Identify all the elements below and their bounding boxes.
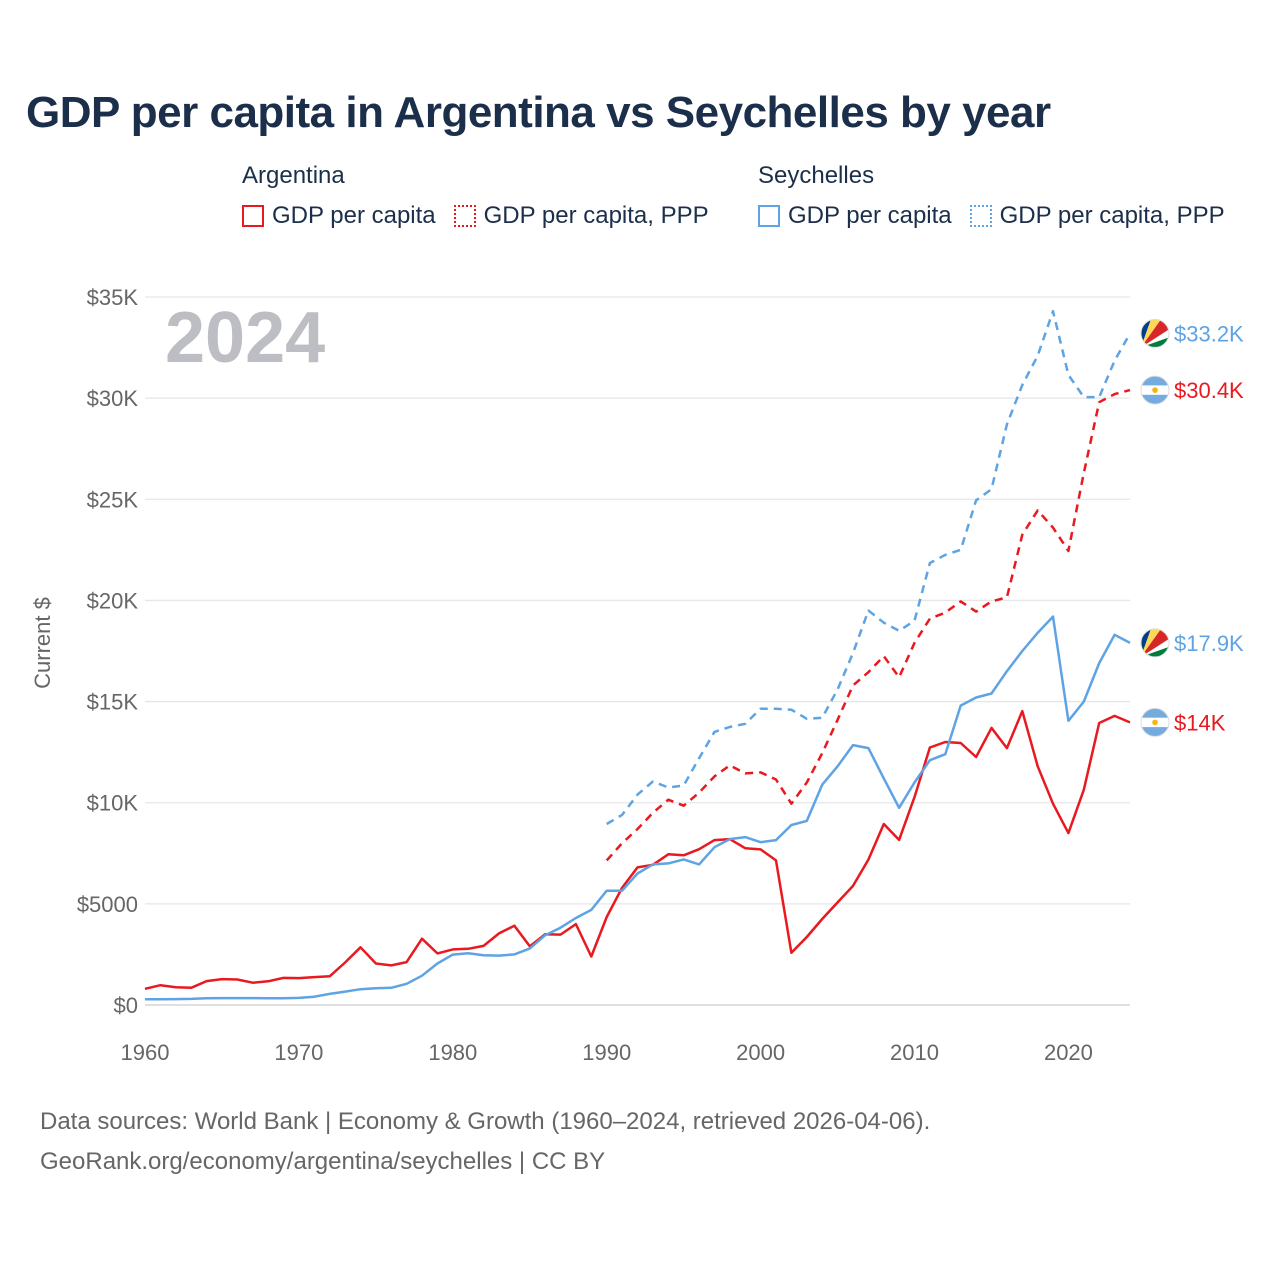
x-tick-label: 1980: [428, 1040, 477, 1065]
legend-swatch-solid-icon: [758, 205, 780, 227]
series-line-seychelles-gdp-per-capita[interactable]: [145, 615, 1131, 1001]
y-tick-label: $15K: [87, 690, 139, 715]
series-line-argentina-gdp-per-capita[interactable]: [144, 709, 1131, 991]
legend-item-label: GDP per capita: [788, 202, 952, 229]
end-value-label: $17.9K: [1174, 631, 1244, 656]
source-line: Data sources: World Bank | Economy & Gro…: [40, 1108, 931, 1135]
legend-group-label: Seychelles: [758, 162, 875, 189]
end-value-label: $14K: [1174, 710, 1226, 735]
legend-item-label: GDP per capita, PPP: [483, 202, 709, 229]
x-tick-label: 2000: [736, 1040, 785, 1065]
x-tick-label: 2010: [890, 1040, 939, 1065]
legend-item-argentina-gdp-ppp[interactable]: GDP per capita, PPP: [453, 202, 709, 230]
y-tick-label: $35K: [87, 285, 139, 310]
argentina-flag-icon: [1140, 707, 1170, 737]
legend-item-argentina-gdp[interactable]: GDP per capita: [242, 202, 436, 230]
x-tick-label: 2020: [1044, 1040, 1093, 1065]
legend-item-label: GDP per capita: [272, 202, 436, 229]
legend-group-argentina: Argentina GDP per capita GDP per capita,…: [242, 162, 727, 230]
x-tick-label: 1970: [274, 1040, 323, 1065]
year-watermark: 2024: [165, 298, 325, 378]
x-tick-label: 1990: [582, 1040, 631, 1065]
legend-swatch-dotted-icon: [969, 205, 992, 227]
legend-swatch-solid-icon: [242, 205, 264, 227]
series-line-argentina-gdp-per-capita-ppp[interactable]: [605, 388, 1131, 862]
seychelles-flag-icon: [1140, 318, 1170, 348]
legend-group-label: Argentina: [242, 162, 345, 189]
y-tick-label: $10K: [87, 791, 139, 816]
end-value-label: $33.2K: [1174, 321, 1244, 346]
y-tick-label: $20K: [87, 588, 139, 613]
x-tick-label: 1960: [121, 1040, 170, 1065]
legend-item-seychelles-gdp-ppp[interactable]: GDP per capita, PPP: [969, 202, 1225, 230]
legend-group-seychelles: Seychelles GDP per capita GDP per capita…: [758, 162, 1243, 230]
y-axis-title: Current $: [30, 597, 55, 689]
end-value-label: $30.4K: [1174, 378, 1244, 403]
y-tick-label: $25K: [87, 487, 139, 512]
series-line-seychelles-gdp-per-capita-ppp[interactable]: [606, 309, 1132, 826]
y-tick-label: $30K: [87, 386, 139, 411]
argentina-flag-icon: [1140, 375, 1170, 405]
legend-item-seychelles-gdp[interactable]: GDP per capita: [758, 202, 952, 230]
seychelles-flag-icon: [1140, 628, 1170, 658]
chart-title: GDP per capita in Argentina vs Seychelle…: [26, 88, 1051, 137]
legend-swatch-dotted-icon: [453, 205, 476, 227]
y-tick-label: $5000: [77, 892, 138, 917]
source-url[interactable]: GeoRank.org/economy/argentina/seychelles…: [40, 1148, 606, 1175]
line-chart: 2024 Current $ $0 $5000 $10K $15K $20K $25K $3…: [30, 285, 1244, 1065]
y-tick-label: $0: [114, 993, 138, 1018]
legend-item-label: GDP per capita, PPP: [999, 202, 1225, 229]
